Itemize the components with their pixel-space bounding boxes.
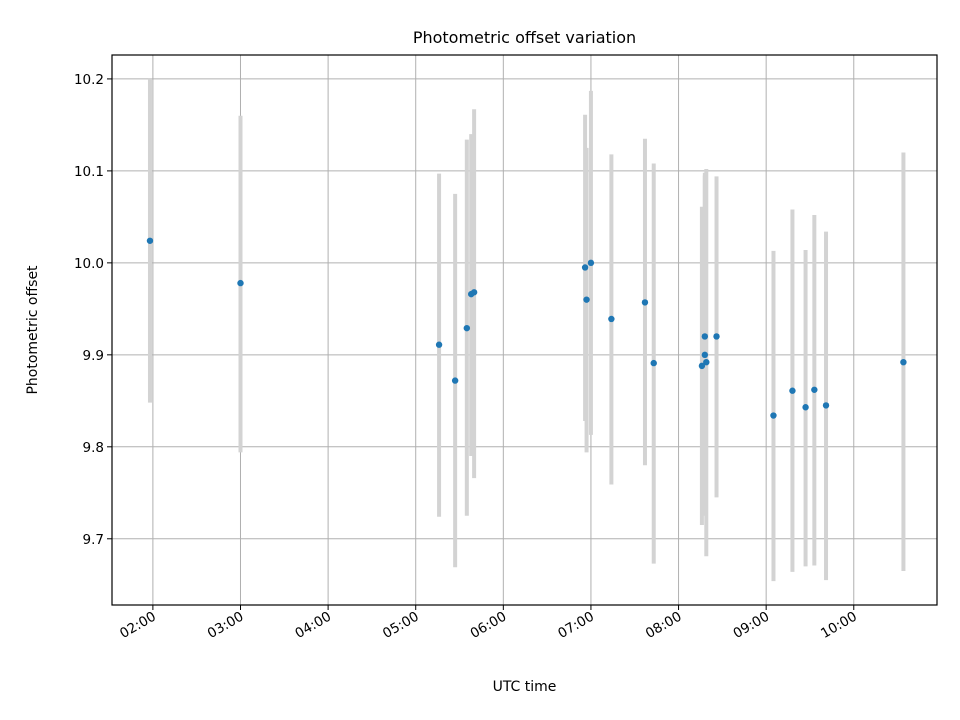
data-point [641, 299, 649, 306]
data-point [451, 377, 459, 384]
y-tick-label: 9.9 [83, 348, 104, 364]
data-point [470, 289, 478, 296]
data-point [703, 358, 710, 366]
data-point [608, 315, 615, 323]
data-point [713, 333, 720, 340]
y-axis-ticks: 9.7 9.8 9.9 10.0 10.1 10.2 [74, 72, 112, 548]
y-tick-label: 9.7 [83, 532, 104, 548]
y-tick-label: 10.2 [74, 72, 104, 88]
grid [112, 55, 937, 605]
chart-title: Photometric offset variation [413, 28, 636, 47]
data-point [701, 333, 709, 340]
data-point [698, 362, 706, 370]
data-point [435, 341, 443, 348]
data-point [146, 237, 154, 244]
data-point [463, 324, 471, 332]
y-tick-label: 10.0 [74, 256, 104, 272]
y-tick-label: 10.1 [74, 164, 104, 180]
data-point [822, 402, 830, 409]
data-point [900, 358, 907, 366]
data-point [770, 412, 777, 419]
data-point [789, 387, 796, 394]
y-tick-label: 9.8 [83, 440, 104, 456]
plot-frame [111, 54, 938, 606]
data-point [811, 386, 818, 393]
y-axis-label: Photometric offset [25, 265, 41, 395]
data-point [237, 279, 244, 287]
data-point [587, 259, 595, 267]
data-points [146, 237, 907, 419]
data-point [581, 264, 589, 271]
x-axis-label: UTC time [493, 679, 557, 695]
data-point [802, 404, 809, 411]
data-point [650, 359, 657, 367]
data-point [583, 296, 590, 303]
data-point [701, 351, 709, 359]
